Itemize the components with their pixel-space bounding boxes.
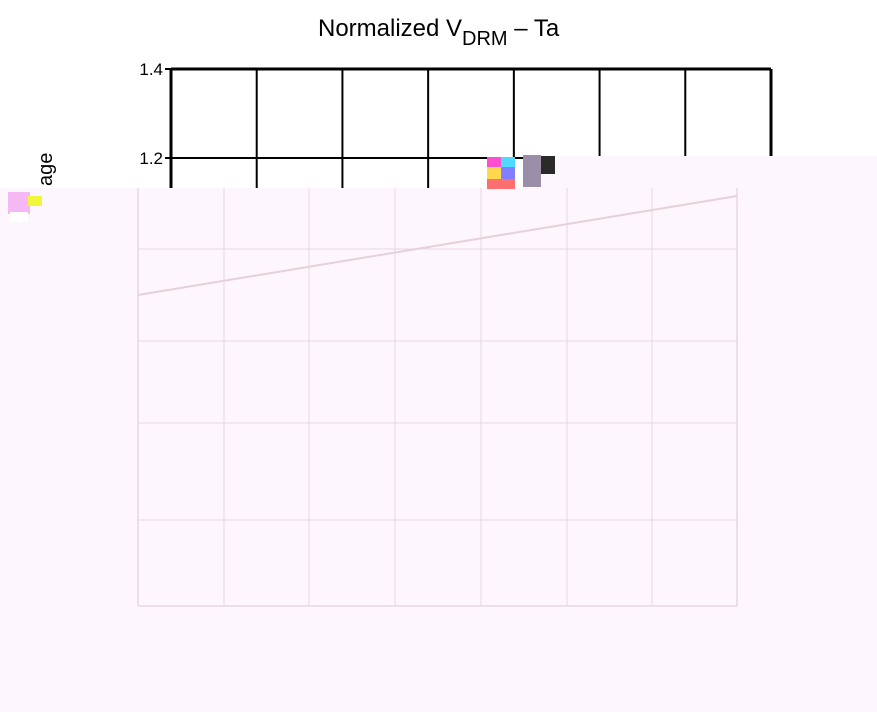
y-axis-label: age: [35, 153, 57, 186]
y-tick-label: 1.2: [139, 149, 163, 168]
washed-overlay: [0, 188, 877, 712]
glitch-artifact: [487, 155, 555, 189]
plot-area-faded: [137, 188, 738, 607]
chart-title-subscript: DRM: [462, 28, 508, 50]
washed-overlay-right: [540, 156, 877, 190]
series-line: [137, 195, 738, 296]
left-glitch: [8, 192, 42, 222]
plot-area-top: 1.4 1.2: [139, 60, 773, 190]
y-tick-label: 1.4: [139, 60, 163, 79]
chart-title: Normalized VDRM – Ta: [318, 15, 560, 50]
chart-title-main: Normalized V: [318, 15, 462, 42]
chart-title-suffix: – Ta: [508, 15, 560, 42]
